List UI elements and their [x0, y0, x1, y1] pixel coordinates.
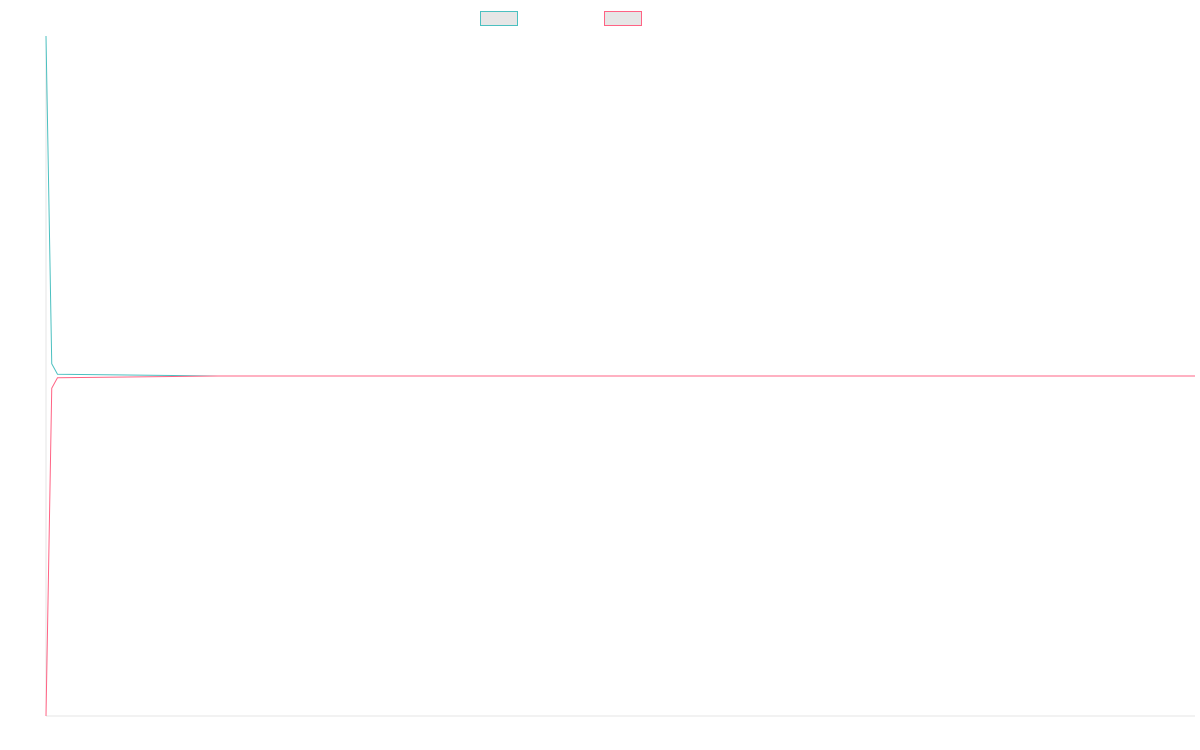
legend-item-series-1[interactable] [480, 9, 524, 27]
chart-series-layer [45, 35, 1195, 717]
legend-item-series-2[interactable] [604, 9, 648, 27]
series-line-1 [45, 35, 1195, 377]
chart-legend [480, 9, 650, 27]
chart-axes [45, 36, 1195, 717]
legend-swatch-series-2 [604, 10, 642, 26]
series-line-2 [45, 375, 1195, 717]
legend-swatch-series-1 [480, 10, 518, 26]
